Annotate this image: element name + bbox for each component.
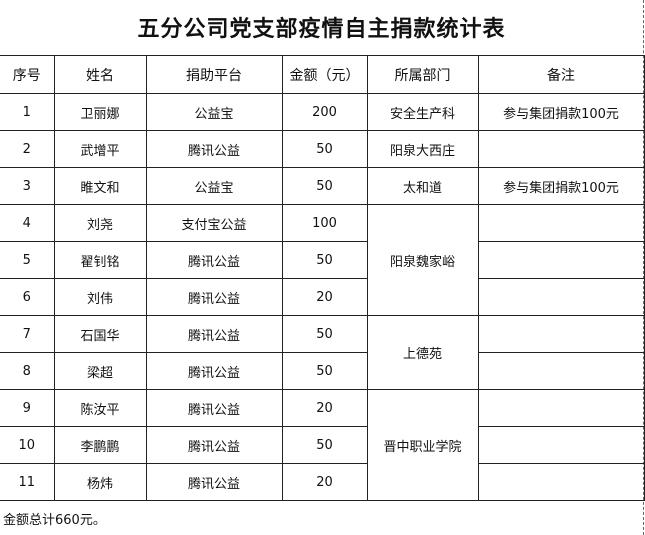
name-cell: 睢文和	[53, 167, 147, 205]
note-cell	[477, 426, 645, 464]
name-cell: 石国华	[53, 315, 147, 353]
department-cell: 上德苑	[366, 315, 479, 390]
note-cell	[477, 315, 645, 353]
table-row: 10 李鹏鹏 腾讯公益 50	[0, 426, 645, 464]
platform-cell: 公益宝	[145, 93, 283, 131]
table-row: 9 陈汝平 腾讯公益 20 晋中职业学院	[0, 389, 645, 501]
header-cell: 姓名	[53, 55, 147, 94]
department-cell: 安全生产科	[366, 93, 479, 131]
note-cell	[477, 278, 645, 316]
row-number-cell: 4	[0, 204, 55, 242]
amount-cell: 50	[281, 130, 368, 168]
name-cell: 李鹏鹏	[53, 426, 147, 464]
row-number-cell: 3	[0, 167, 55, 205]
page-title: 五分公司党支部疫情自主捐款统计表	[137, 16, 506, 42]
table-row: 1 卫丽娜 公益宝 200 安全生产科 参与集团捐款100元	[0, 93, 645, 131]
header-cell: 金额（元）	[281, 55, 368, 94]
header-row: 序号 姓名 捐助平台 金额（元） 所属部门 备注	[0, 55, 645, 94]
department-cell: 阳泉大西庄	[366, 130, 479, 168]
table-row: 6 刘伟 腾讯公益 20	[0, 278, 645, 316]
row-number-cell: 8	[0, 352, 55, 390]
name-cell: 卫丽娜	[53, 93, 147, 131]
amount-cell: 50	[281, 426, 368, 464]
amount-cell: 20	[281, 278, 368, 316]
note-cell: 参与集团捐款100元	[477, 93, 645, 131]
platform-cell: 腾讯公益	[145, 426, 283, 464]
name-cell: 刘伟	[53, 278, 147, 316]
total-note: 金额总计660元。	[3, 513, 106, 528]
header-cell: 备注	[477, 55, 645, 94]
row-number-cell: 2	[0, 130, 55, 168]
row-number-cell: 11	[0, 463, 55, 501]
table-row: 7 石国华 腾讯公益 50 上德苑	[0, 315, 645, 390]
platform-cell: 腾讯公益	[145, 130, 283, 168]
note-cell	[477, 241, 645, 279]
platform-cell: 腾讯公益	[145, 389, 283, 427]
platform-cell: 腾讯公益	[145, 241, 283, 279]
platform-cell: 支付宝公益	[145, 204, 283, 242]
note-cell	[477, 463, 645, 501]
platform-cell: 腾讯公益	[145, 278, 283, 316]
donation-table: 序号 姓名 捐助平台 金额（元） 所属部门 备注 1 卫丽娜 公益宝 200 安全生产科…	[0, 55, 645, 501]
row-number-cell: 10	[0, 426, 55, 464]
amount-cell: 100	[281, 204, 368, 242]
table-row: 5 翟钊铭 腾讯公益 50	[0, 241, 645, 279]
amount-cell: 50	[281, 167, 368, 205]
amount-cell: 200	[281, 93, 368, 131]
platform-cell: 公益宝	[145, 167, 283, 205]
amount-cell: 20	[281, 389, 368, 427]
amount-cell: 50	[281, 241, 368, 279]
row-number-cell: 5	[0, 241, 55, 279]
department-cell: 阳泉魏家峪	[366, 204, 479, 316]
name-cell: 杨炜	[53, 463, 147, 501]
amount-cell: 50	[281, 315, 368, 353]
table-row: 11 杨炜 腾讯公益 20	[0, 463, 645, 501]
note-cell: 参与集团捐款100元	[477, 167, 645, 205]
table-row: 4 刘尧 支付宝公益 100 阳泉魏家峪	[0, 204, 645, 316]
note-cell	[477, 204, 645, 242]
header-cell: 所属部门	[366, 55, 479, 94]
department-cell: 太和道	[366, 167, 479, 205]
header-cell: 序号	[0, 55, 55, 94]
platform-cell: 腾讯公益	[145, 352, 283, 390]
name-cell: 翟钊铭	[53, 241, 147, 279]
note-cell	[477, 389, 645, 427]
name-cell: 刘尧	[53, 204, 147, 242]
row-number-cell: 1	[0, 93, 55, 131]
row-number-cell: 9	[0, 389, 55, 427]
table-row: 3 睢文和 公益宝 50 太和道 参与集团捐款100元	[0, 167, 645, 205]
table-row: 8 梁超 腾讯公益 50	[0, 352, 645, 390]
note-cell	[477, 130, 645, 168]
platform-cell: 腾讯公益	[145, 463, 283, 501]
name-cell: 武增平	[53, 130, 147, 168]
amount-cell: 50	[281, 352, 368, 390]
amount-cell: 20	[281, 463, 368, 501]
header-cell: 捐助平台	[145, 55, 283, 94]
note-cell	[477, 352, 645, 390]
name-cell: 梁超	[53, 352, 147, 390]
table-row: 2 武增平 腾讯公益 50 阳泉大西庄	[0, 130, 645, 168]
name-cell: 陈汝平	[53, 389, 147, 427]
row-number-cell: 6	[0, 278, 55, 316]
row-number-cell: 7	[0, 315, 55, 353]
platform-cell: 腾讯公益	[145, 315, 283, 353]
department-cell: 晋中职业学院	[366, 389, 479, 501]
